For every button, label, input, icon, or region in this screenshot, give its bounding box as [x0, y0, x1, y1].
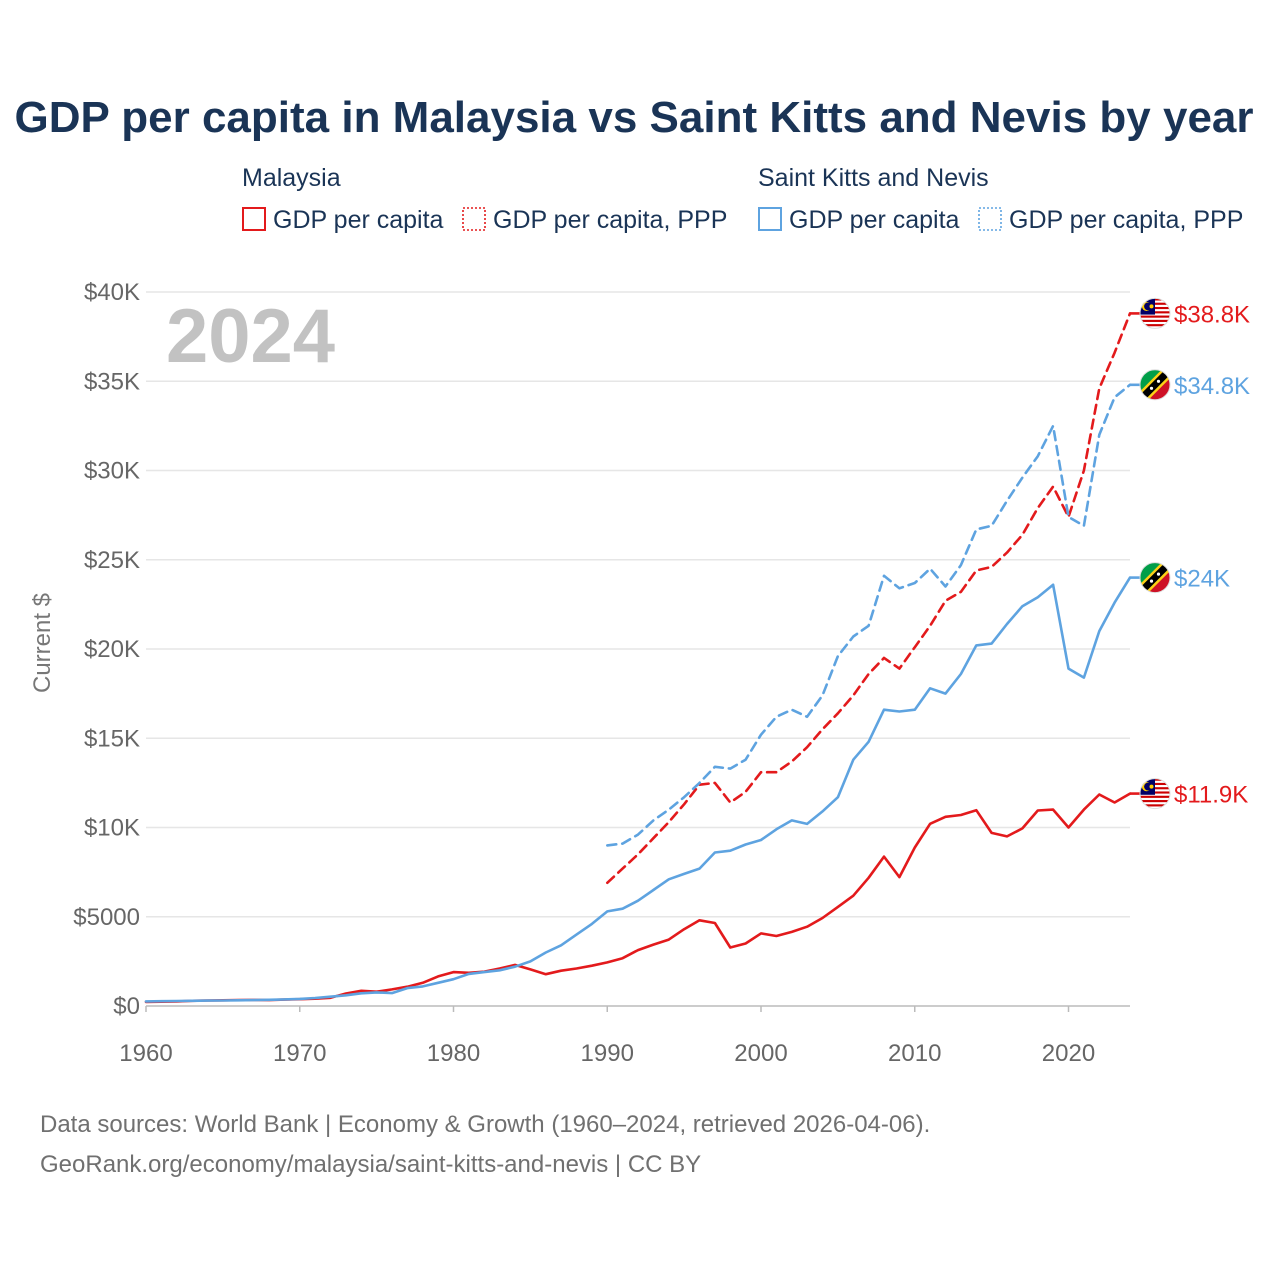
- legend-item-label: GDP per capita, PPP: [493, 206, 727, 234]
- x-tick-label: 1980: [427, 1040, 480, 1067]
- end-value-label: $34.8K: [1174, 373, 1250, 400]
- x-axis-ticks: 1960 1970 1980 1990 2000 2010 2020: [119, 1006, 1095, 1067]
- x-tick-label: 1990: [581, 1040, 634, 1067]
- x-tick-label: 2000: [734, 1040, 787, 1067]
- y-tick-label: $35K: [84, 368, 140, 395]
- source-line-2: GeoRank.org/economy/malaysia/saint-kitts…: [40, 1151, 701, 1178]
- legend-swatch: [462, 207, 486, 231]
- legend-item-label: GDP per capita: [789, 206, 960, 234]
- y-tick-label: $40K: [84, 279, 140, 306]
- y-tick-label: $0: [113, 993, 140, 1020]
- x-tick-label: 2020: [1042, 1040, 1095, 1067]
- source-line-1: Data sources: World Bank | Economy & Gro…: [40, 1111, 930, 1138]
- legend-item-label: GDP per capita, PPP: [1009, 206, 1243, 234]
- series-line: [605, 312, 1132, 885]
- malaysia-flag-icon: [1139, 297, 1171, 329]
- y-tick-label: $20K: [84, 636, 140, 663]
- series-line: [605, 383, 1132, 847]
- legend-swatch: [242, 207, 266, 231]
- y-tick-label: $5000: [73, 904, 140, 931]
- legend-group-title: Saint Kitts and Nevis: [758, 164, 989, 192]
- series-line: [144, 792, 1132, 1004]
- y-axis-ticks: $0 $5000 $10K $15K $20K $25K $30K $35K $40K: [73, 279, 140, 1020]
- x-tick-label: 1960: [119, 1040, 172, 1067]
- legend: Malaysia GDP per capita GDP per capita, PP…: [242, 164, 1243, 234]
- x-tick-label: 2010: [888, 1040, 941, 1067]
- end-value-label: $24K: [1174, 566, 1230, 593]
- legend-group-title: Malaysia: [242, 164, 341, 192]
- y-tick-label: $30K: [84, 458, 140, 485]
- end-value-label: $11.9K: [1174, 782, 1248, 809]
- y-tick-label: $15K: [84, 725, 140, 752]
- year-label: 2024: [166, 294, 335, 379]
- legend-swatch: [758, 207, 782, 231]
- y-axis-title: Current $: [29, 593, 56, 693]
- end-markers: $11.9K $38.8K $24K $34.8K: [1130, 297, 1250, 810]
- malaysia-flag-icon: [1139, 778, 1171, 810]
- chart-title: GDP per capita in Malaysia vs Saint Kitt…: [14, 93, 1253, 142]
- legend-item-label: GDP per capita: [273, 206, 444, 234]
- end-value-label: $38.8K: [1174, 301, 1250, 328]
- gridlines: [146, 291, 1130, 1007]
- y-tick-label: $10K: [84, 815, 140, 842]
- series-lines: [144, 312, 1132, 1004]
- saint-kitts-flag-icon: [1139, 369, 1171, 401]
- legend-swatch: [978, 207, 1002, 231]
- x-tick-label: 1970: [273, 1040, 326, 1067]
- y-tick-label: $25K: [84, 547, 140, 574]
- series-line: [144, 576, 1132, 1003]
- saint-kitts-flag-icon: [1139, 562, 1171, 594]
